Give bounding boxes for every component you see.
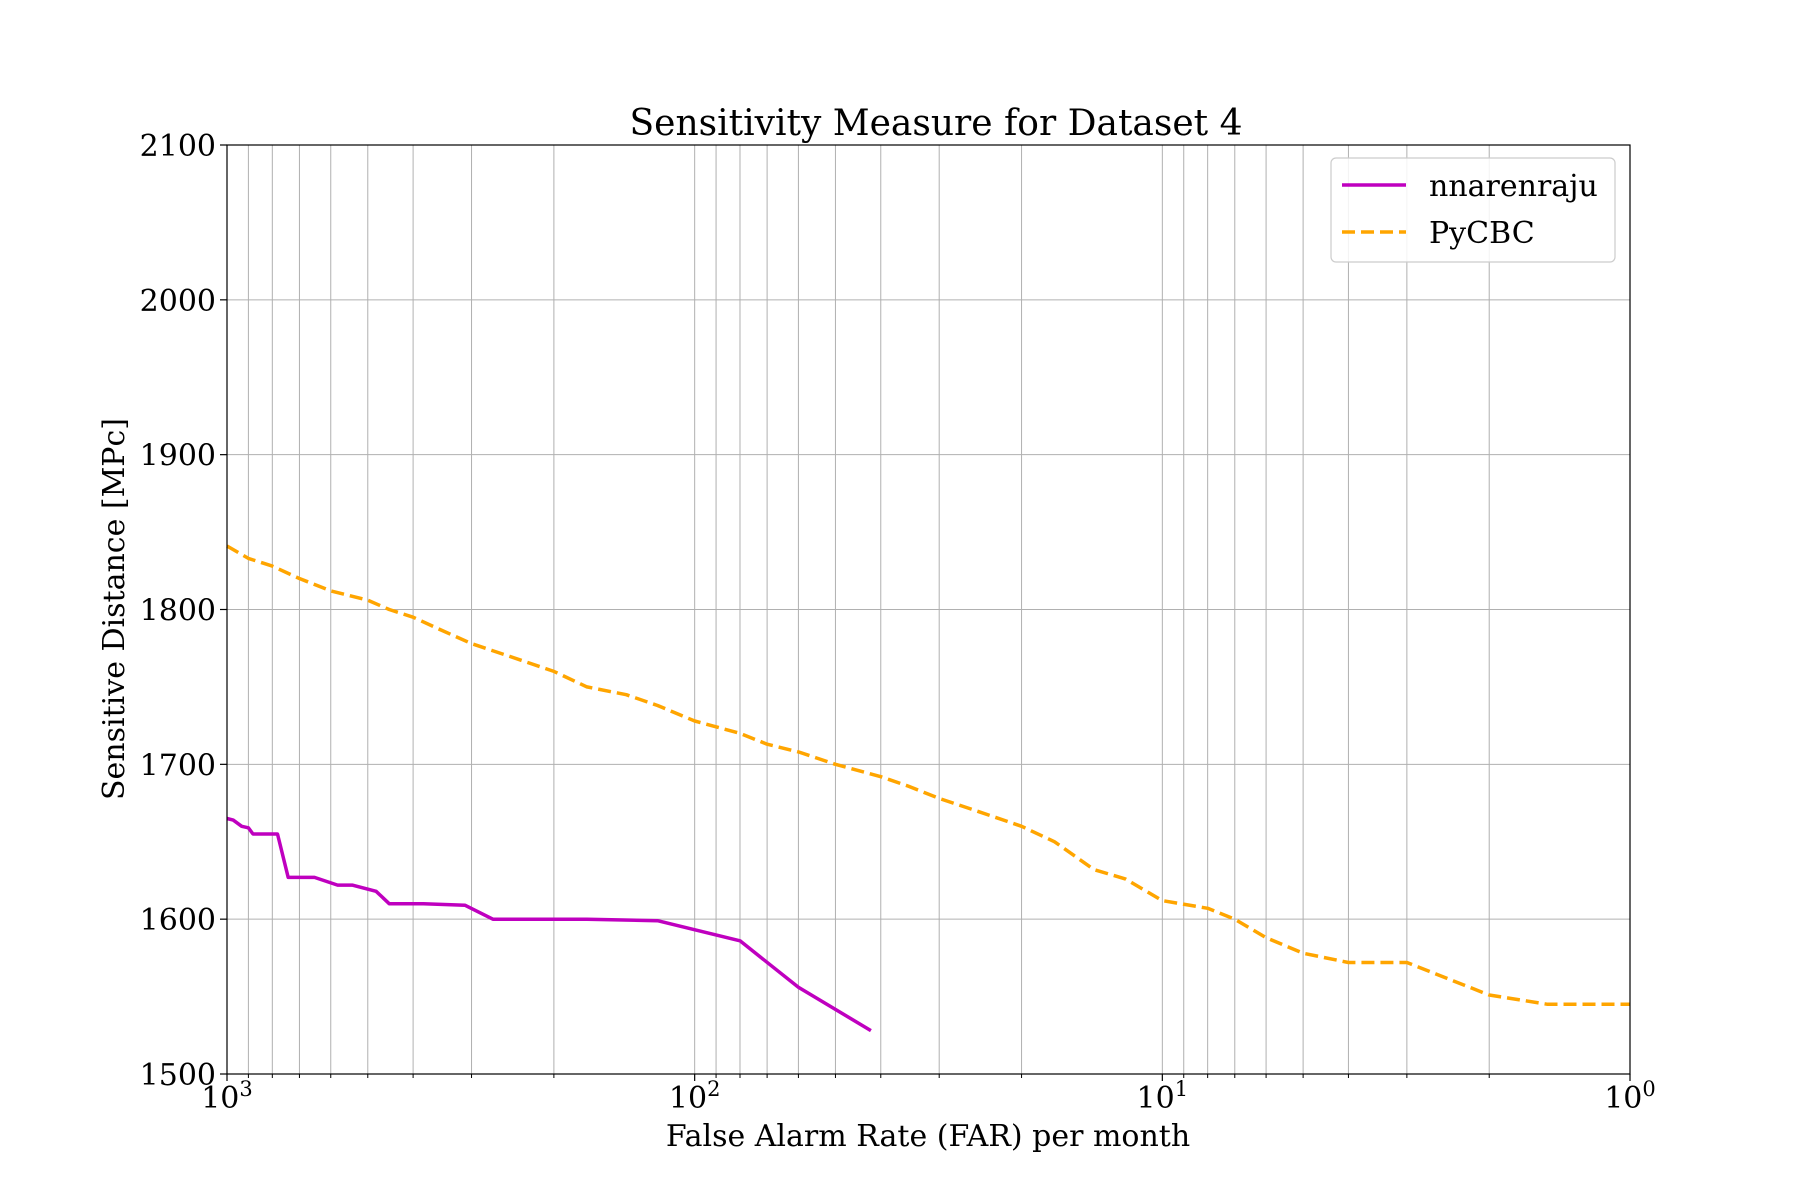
y-tick-label: 1600 [140,903,216,938]
x-tick-label: 100 [1604,1077,1656,1116]
x-tick-label: 102 [669,1077,721,1116]
series-line-pycbc [226,544,1630,1007]
y-tick-label: 1700 [140,748,216,783]
y-tick-label: 1900 [140,439,216,474]
y-tick-label: 1500 [140,1058,216,1093]
chart-title: Sensitivity Measure for Dataset 4 [630,103,1243,144]
series-line-nnarenraju [226,816,872,1033]
y-tick-label: 1800 [140,594,216,629]
legend: nnarenraju PyCBC [1330,157,1616,263]
x-tick-label: 103 [201,1077,253,1116]
y-tick-label: 2000 [140,284,216,319]
y-axis-label: Sensitive Distance [MPc] [97,418,132,800]
x-axis-label: False Alarm Rate (FAR) per month [666,1119,1190,1154]
grid [227,144,1631,1075]
legend-label-pycbc: PyCBC [1429,216,1535,251]
legend-label-nnarenraju: nnarenraju [1429,169,1598,204]
x-tick-label: 101 [1137,1077,1189,1116]
x-axis: 103 102 101 100 [201,1074,1656,1116]
series-layer [226,544,1630,1033]
y-axis: 1500 1600 1700 1800 1900 2000 2100 [140,129,227,1093]
y-tick-label: 2100 [140,129,216,164]
